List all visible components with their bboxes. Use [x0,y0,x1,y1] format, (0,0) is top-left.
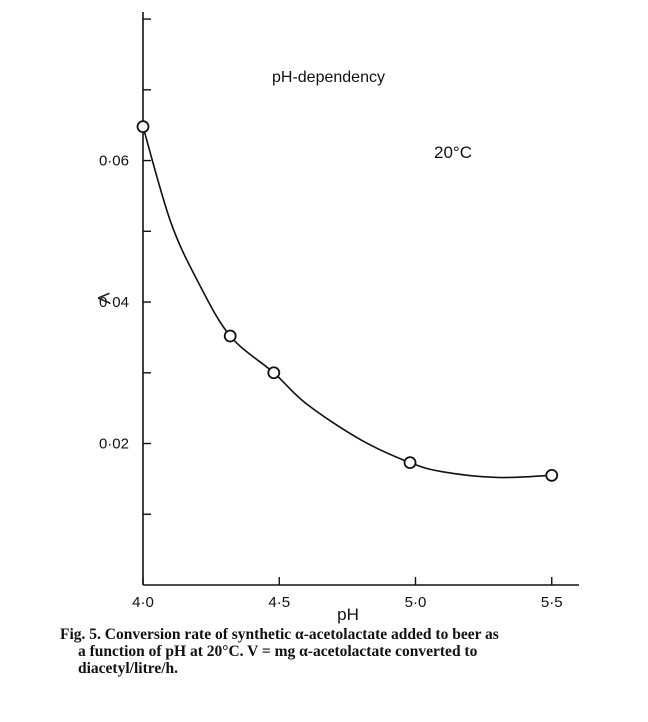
data-point [545,468,559,482]
caption-line-2: a function of pH at 20°C. V = mg α-aceto… [78,643,478,660]
ticks [142,18,553,585]
data-point [136,120,150,133]
series-curve [142,126,552,479]
x-tick-label: 5·5 [541,594,563,611]
y-tick-label: 0·02 [99,436,129,453]
markers [136,120,559,482]
tick-labels: 4·0 4·5 5·0 5·5 0·02 0·04 0·06 [99,153,563,611]
x-tick-label: 4·5 [268,594,290,611]
y-axis-label: V [94,292,113,304]
data-point [403,456,417,470]
annotation-ph-dependency: pH-dependency [272,69,385,86]
x-axis-label: pH [337,605,359,624]
data-point [267,366,281,380]
caption-line-3: diacetyl/litre/h. [78,660,179,677]
x-tick-label: 4·0 [132,594,154,611]
axes [142,12,579,586]
y-tick-label: 0·06 [99,153,129,170]
caption-line-1: Fig. 5. Conversion rate of synthetic α-a… [60,626,499,643]
x-tick-label: 5·0 [405,594,427,611]
y-tick-label: 0·04 [99,294,129,311]
figure-caption: Fig. 5. Conversion rate of synthetic α-a… [60,626,630,677]
annotation-temperature: 20°C [434,143,472,162]
data-point [223,329,237,343]
